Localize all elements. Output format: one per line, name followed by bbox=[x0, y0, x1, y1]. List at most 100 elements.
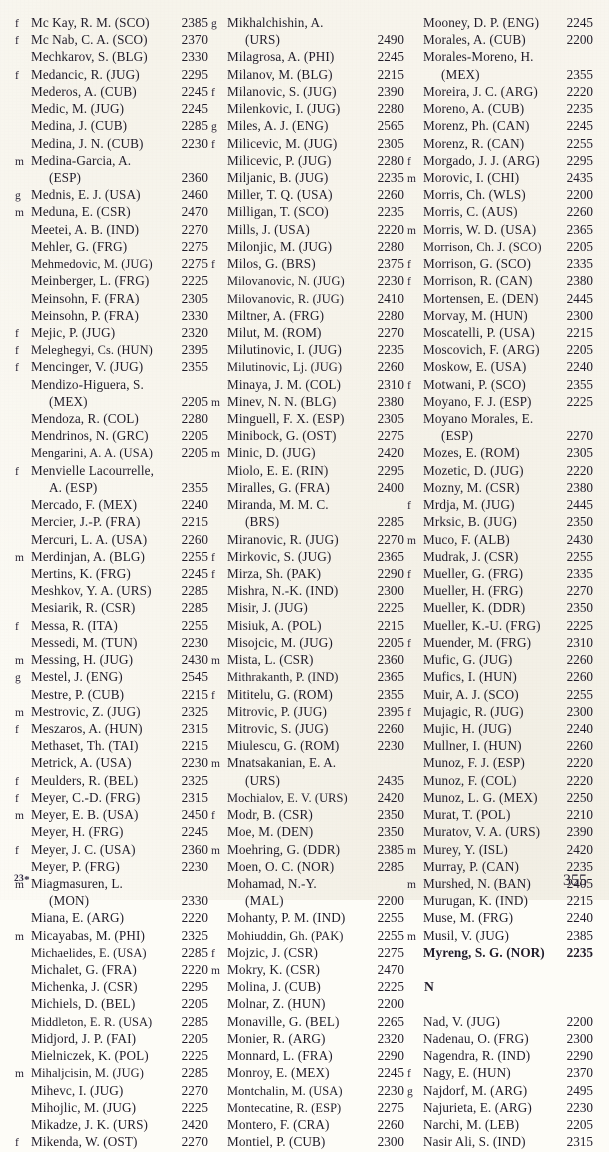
player-rating: 2430 bbox=[566, 531, 593, 547]
player-entry-row: Mengarini, A. A. (USA) 2205 bbox=[14, 444, 210, 461]
player-rating: 2355 bbox=[181, 359, 208, 375]
player-name: Mohamad, N.-Y. bbox=[227, 875, 317, 891]
player-entry-row: f Messa, R. (ITA) 2255 bbox=[14, 617, 210, 634]
player-rating: 2305 bbox=[377, 411, 404, 427]
player-rating: 2210 bbox=[566, 807, 593, 823]
player-entry-row: (MEX) 2205 bbox=[14, 393, 210, 410]
player-rating: 2255 bbox=[377, 910, 404, 926]
player-rating: 2265 bbox=[377, 1013, 404, 1029]
player-name: Mueller, G. (FRG) bbox=[423, 566, 524, 581]
player-rating: 2245 bbox=[566, 15, 593, 30]
player-name: Mihevc, I. (JUG) bbox=[31, 1082, 124, 1098]
player-name: Mengarini, A. A. (USA) bbox=[31, 446, 153, 461]
player-rating: 2305 bbox=[181, 290, 208, 306]
player-title-flag: m bbox=[407, 224, 416, 237]
player-rating: 2285 bbox=[181, 600, 208, 616]
player-name: Mochialov, E. V. (URS) bbox=[227, 790, 348, 805]
player-title-flag: f bbox=[211, 551, 215, 564]
player-rating: 2245 bbox=[377, 1065, 404, 1081]
player-entry-row: Mendizo-Higuera, S. bbox=[14, 376, 210, 393]
player-name: Musil, V. (JUG) bbox=[423, 927, 510, 943]
player-rating: 2295 bbox=[377, 462, 404, 478]
player-entry-row: Morenz, Ph. (CAN) 2245 bbox=[406, 117, 595, 134]
player-name: Montchalin, M. (USA) bbox=[227, 1083, 343, 1098]
player-rating: 2215 bbox=[181, 686, 208, 702]
player-name: Mitrovic, P. (JUG) bbox=[227, 703, 327, 719]
player-name: Mishra, N.-K. (IND) bbox=[227, 583, 339, 599]
player-name-continuation: (URS) bbox=[245, 32, 280, 48]
player-entry-row: Miana, E. (ARG) 2220 bbox=[14, 909, 210, 926]
player-entry-row: Mercado, F. (MEX) 2240 bbox=[14, 496, 210, 513]
player-rating: 2285 bbox=[181, 118, 208, 134]
player-entry-row: Meetei, A. B. (IND) 2270 bbox=[14, 221, 210, 238]
player-rating: 2350 bbox=[566, 600, 593, 616]
player-entry-row: f Mirza, Sh. (PAK) 2290 bbox=[210, 565, 406, 582]
player-name: Michenka, J. (CSR) bbox=[31, 979, 138, 995]
player-entry-row: Morris, Ch. (WLS) 2200 bbox=[406, 186, 595, 203]
player-name: Miana, E. (ARG) bbox=[31, 910, 125, 926]
player-entry-row: Milligan, T. (SCO) 2235 bbox=[210, 203, 406, 220]
player-name: Milicevic, M. (JUG) bbox=[227, 135, 338, 151]
player-name: Moscatelli, P. (USA) bbox=[423, 324, 535, 340]
player-entry-row: m Messing, H. (JUG) 2430 bbox=[14, 651, 210, 668]
player-name: Moyano, F. J. (ESP) bbox=[423, 393, 532, 409]
player-title-flag: f bbox=[407, 276, 411, 289]
player-entry-row: f Milanovic, S. (JUG) 2390 bbox=[210, 83, 406, 100]
player-rating: 2330 bbox=[181, 307, 208, 323]
player-rating: 2245 bbox=[377, 49, 404, 65]
player-entry-row: Mueller, K. (DDR) 2350 bbox=[406, 599, 595, 616]
player-rating: 2285 bbox=[181, 1013, 208, 1029]
player-name: Molnar, Z. (HUN) bbox=[227, 996, 326, 1012]
player-name: Nasir Ali, S. (IND) bbox=[423, 1134, 526, 1150]
player-title-flag: m bbox=[407, 930, 416, 943]
player-entry-row: Monroy, E. (MEX) 2245 bbox=[210, 1064, 406, 1081]
player-entry-row: Nasir Ali, S. (IND) 2315 bbox=[406, 1133, 595, 1150]
player-entry-row: m Morris, W. D. (USA) 2365 bbox=[406, 221, 595, 238]
player-name: Murat, T. (POL) bbox=[423, 807, 511, 823]
player-title-flag: f bbox=[211, 138, 215, 151]
player-entry-row: Muse, M. (FRG) 2240 bbox=[406, 909, 595, 926]
player-entry-row: Mercier, J.-P. (FRA) 2215 bbox=[14, 513, 210, 530]
player-entry-row: Milanov, M. (BLG) 2215 bbox=[210, 66, 406, 83]
player-rating: 2420 bbox=[377, 445, 404, 461]
player-title-flag: g bbox=[15, 190, 21, 203]
player-entry-row: (MEX) 2355 bbox=[406, 66, 595, 83]
player-title-flag: m bbox=[211, 655, 220, 668]
player-title-flag: f bbox=[211, 689, 215, 702]
player-name: Medancic, R. (JUG) bbox=[31, 66, 140, 82]
player-name: Mercuri, L. A. (USA) bbox=[31, 531, 148, 547]
player-entry-row: f Mirkovic, S. (JUG) 2365 bbox=[210, 548, 406, 565]
player-name: Meduna, E. (CSR) bbox=[31, 204, 131, 220]
player-entry-row: Mudrak, J. (CSR) 2255 bbox=[406, 548, 595, 565]
player-name: Moehring, G. (DDR) bbox=[227, 841, 341, 857]
player-rating: 2350 bbox=[377, 824, 404, 840]
player-title-flag: m bbox=[15, 878, 24, 891]
player-entry-row: Mortensen, E. (DEN) 2445 bbox=[406, 290, 595, 307]
player-rating: 2365 bbox=[377, 669, 404, 685]
player-title-flag: f bbox=[407, 637, 411, 650]
player-rating: 2230 bbox=[377, 273, 404, 289]
player-title-flag: f bbox=[211, 86, 215, 99]
player-entry-row: f Menvielle Lacourrelle, bbox=[14, 462, 210, 479]
player-title-flag: f bbox=[211, 259, 215, 272]
player-entry-row: Meyer, P. (FRG) 2230 bbox=[14, 858, 210, 875]
player-rating: 2285 bbox=[181, 944, 208, 960]
player-rating: 2285 bbox=[181, 583, 208, 599]
player-entry-row: f Muender, M. (FRG) 2310 bbox=[406, 634, 595, 651]
player-rating: 2220 bbox=[566, 462, 593, 478]
player-rating: 2315 bbox=[181, 789, 208, 805]
player-rating: 2225 bbox=[181, 1048, 208, 1064]
player-name: Mullner, I. (HUN) bbox=[423, 738, 522, 754]
player-title-flag: f bbox=[15, 775, 19, 788]
player-rating: 2235 bbox=[377, 342, 404, 358]
player-title-flag: m bbox=[407, 172, 416, 185]
player-rating: 2230 bbox=[181, 858, 208, 874]
player-rating: 2360 bbox=[377, 652, 404, 668]
player-rating: 2215 bbox=[566, 893, 593, 909]
player-name: Monroy, E. (MEX) bbox=[227, 1065, 330, 1081]
player-name: Methaset, Th. (TAI) bbox=[31, 738, 139, 754]
player-entry-row: Montecatine, R. (ESP) 2275 bbox=[210, 1099, 406, 1116]
player-entry-row: Mehmedovic, M. (JUG) 2275 bbox=[14, 255, 210, 272]
player-entry-row: Montchalin, M. (USA) 2230 bbox=[210, 1082, 406, 1099]
player-rating: 2275 bbox=[181, 238, 208, 254]
